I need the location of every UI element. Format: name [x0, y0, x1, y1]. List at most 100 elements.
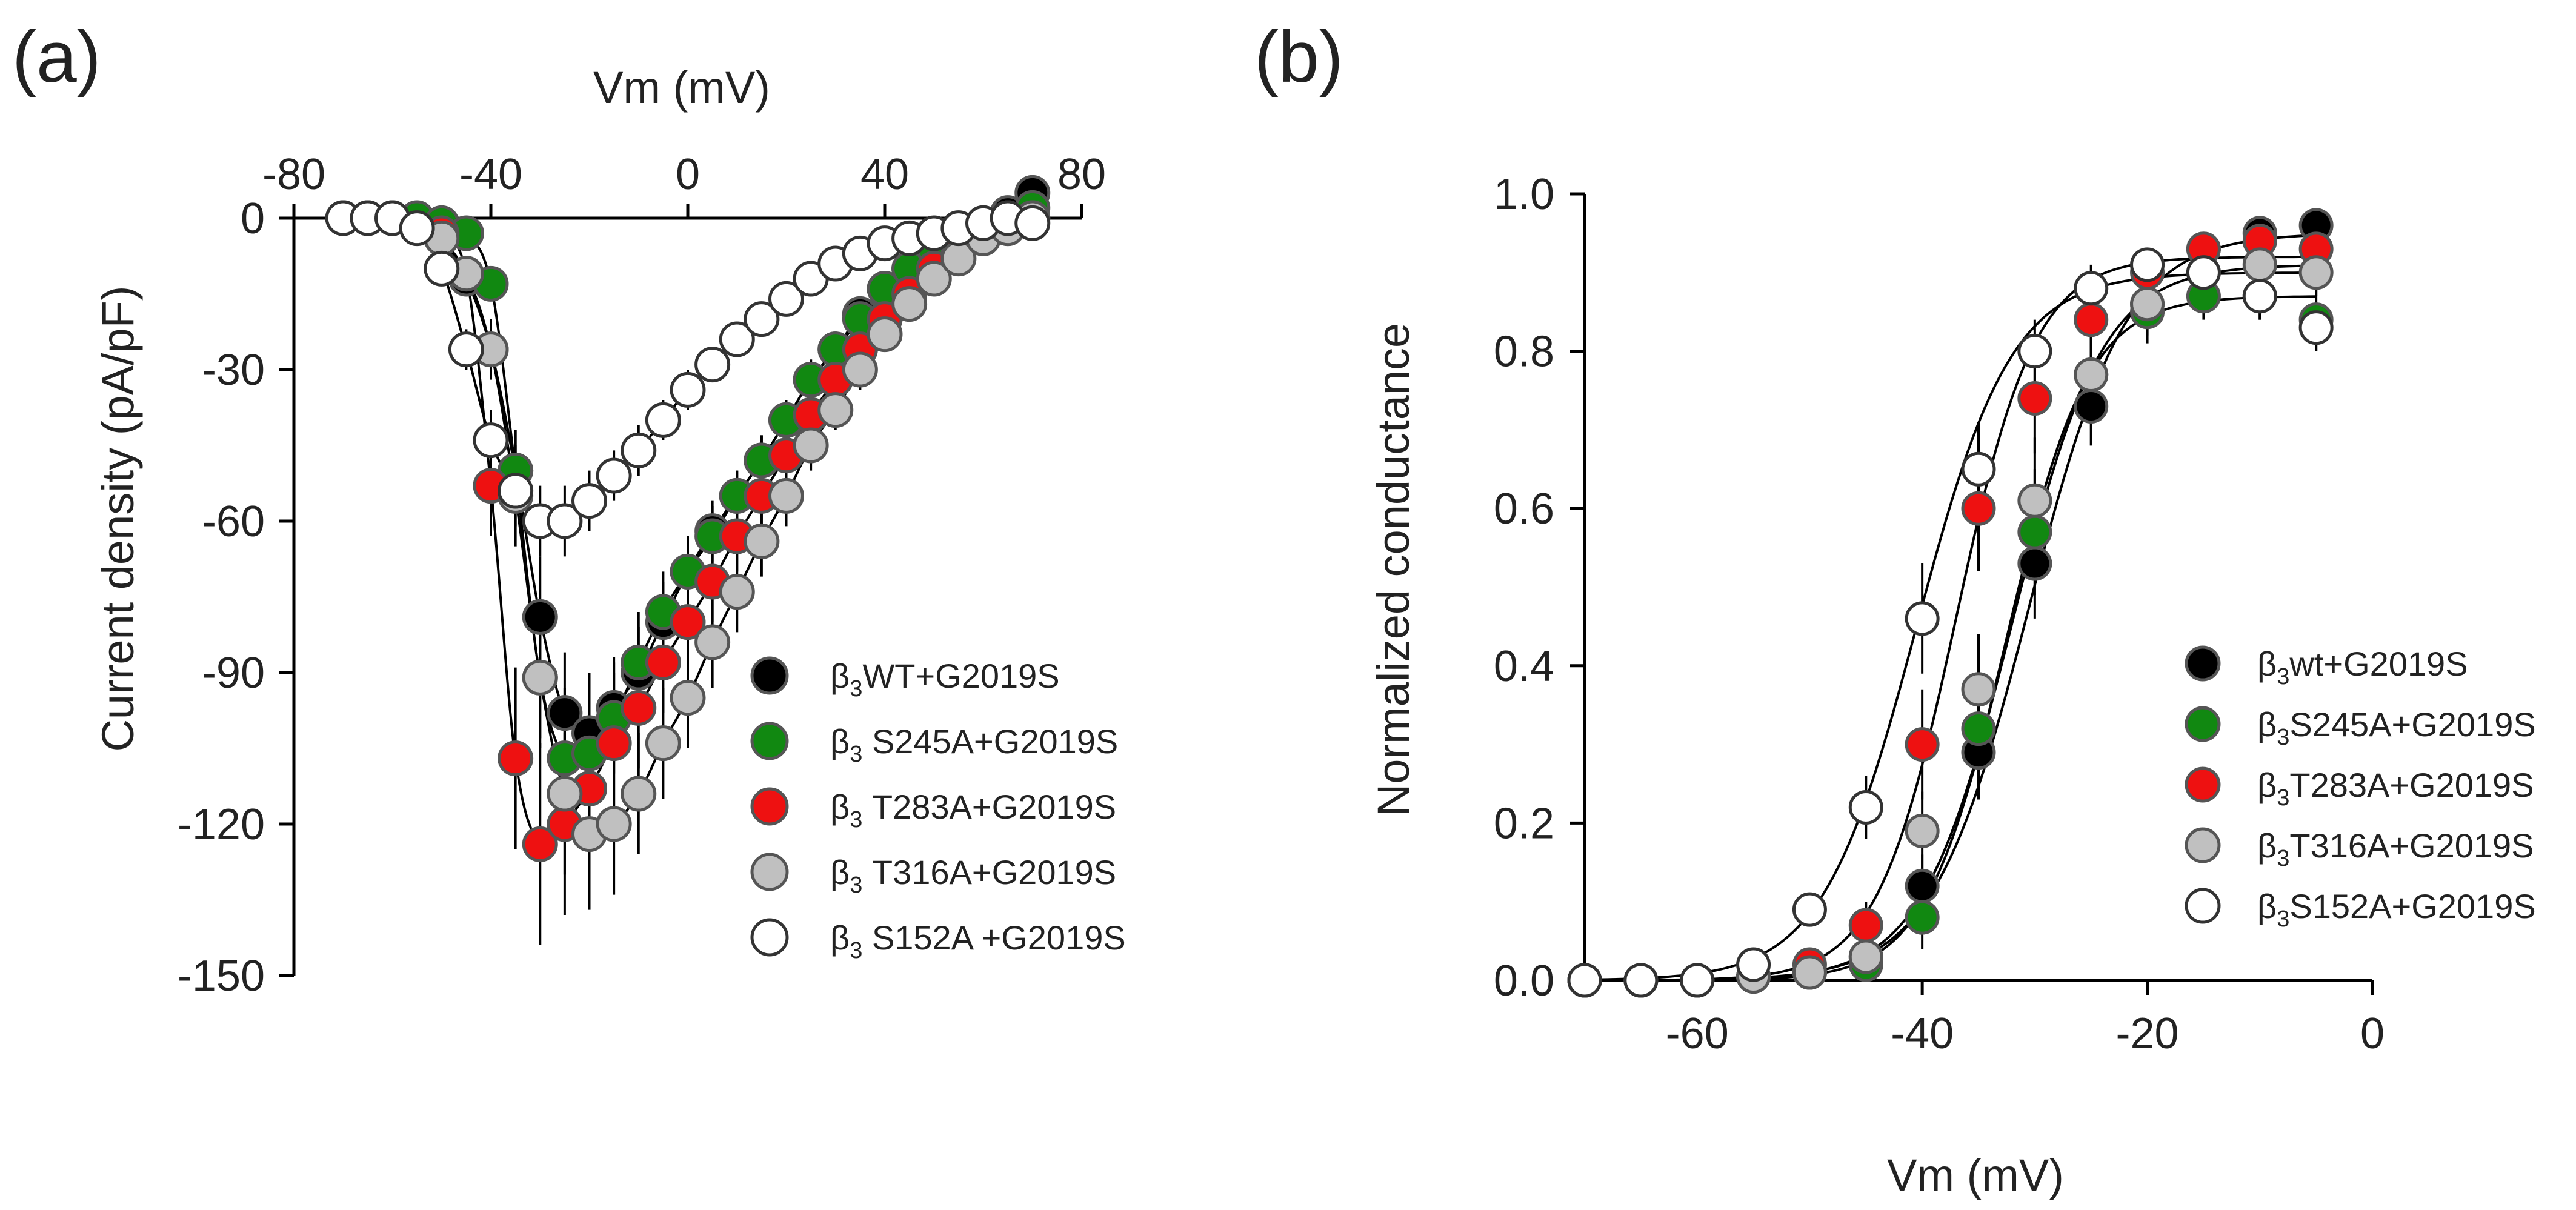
panel-b-y-tick-label: 0.6: [1494, 485, 1554, 533]
panel-a-data-point: [744, 523, 780, 559]
panel-a-x-tick-label: 80: [1057, 150, 1106, 199]
panel-a-data-point: [867, 316, 903, 353]
panel-a-data-point: [498, 740, 534, 777]
panel-b-data-point: [2074, 357, 2109, 393]
panel-b-data-point: [2130, 247, 2165, 282]
panel-b-legend-marker: [2185, 827, 2221, 863]
panel-a-data-point: [842, 351, 878, 388]
panel-b-data-point: [2017, 546, 2052, 581]
panel-a-y-tick-label: -90: [202, 649, 265, 697]
panel-a-data-point: [1014, 205, 1051, 241]
panel-b-data-point: [2242, 279, 2277, 314]
panel-b-x-axis-title: Vm (mV): [1887, 1150, 2064, 1200]
panel-a-data-point: [522, 599, 558, 635]
panel-b-x-tick-label: -20: [2116, 1009, 2179, 1058]
panel-b-x-tick-label: 0: [2360, 1009, 2385, 1058]
panel-b-legend-label: β3S245A+G2019S: [2257, 705, 2536, 750]
panel-b-legend-marker: [2185, 645, 2221, 682]
panel-b-y-tick-label: 0.0: [1494, 957, 1554, 1005]
panel-b-legend-label: β3T316A+G2019S: [2257, 826, 2534, 871]
panel-a-data-point: [916, 261, 952, 297]
panel-a-data-point: [793, 427, 829, 464]
panel-a-legend-marker: [750, 918, 789, 957]
panel-a-x-axis-title: Vm (mV): [593, 62, 770, 113]
panel-a-data-point: [547, 695, 583, 731]
panel-b-data-point: [1848, 789, 1883, 825]
panel-a-legend-label: β3 S245A+G2019S: [830, 722, 1118, 767]
panel-b-data-point: [2074, 271, 2109, 306]
panel-a-legend: β3WT+G2019S β3 S245A+G2019S β3 T283A+G2019…: [750, 656, 1126, 963]
panel-b-data-point: [1792, 955, 1827, 990]
panel-a-data-point: [670, 371, 706, 408]
panel-a-data-point: [694, 347, 731, 383]
panel-b-data-point: [1961, 711, 1996, 746]
panel-a-data-point: [719, 321, 755, 357]
panel-b-fit-curve: [1584, 264, 2317, 982]
panel-a-y-tick-label: -60: [202, 497, 265, 546]
panel-b-data-point: [2017, 483, 2052, 518]
panel-a-x-tick-label: -80: [262, 150, 325, 199]
panel-b-data-point: [2242, 247, 2277, 282]
panel-a-data-point: [744, 301, 780, 337]
panel-a-y-tick-label: -120: [178, 800, 265, 849]
panel-b-data-point: [1961, 491, 1996, 526]
panel-a-data-point: [891, 286, 928, 322]
panel-b-letter: (b): [1254, 16, 1343, 98]
panel-a-y-tick-label: 0: [241, 194, 265, 243]
panel-b-x-tick-label: -40: [1891, 1009, 1954, 1058]
panel-b-fit-curve: [1584, 271, 2317, 981]
panel-b-legend-label: β3wt+G2019S: [2257, 645, 2468, 690]
panel-b-data-point: [2298, 310, 2334, 345]
panel-a-data-point: [694, 624, 731, 660]
panel-b-data-point: [2074, 302, 2109, 337]
panel-b-data-point: [2017, 334, 2052, 369]
panel-a-data-point: [719, 574, 755, 610]
panel-a-data-point: [621, 690, 657, 726]
panel-b-data-point: [1567, 963, 1602, 998]
panel-b-y-axis-title: Normalized conductance: [1368, 323, 1419, 816]
panel-a-data-point: [448, 331, 484, 368]
panel-b-data-point: [2130, 287, 2165, 322]
panel-b-data-point: [1792, 892, 1827, 927]
panel-a-data-point: [473, 422, 509, 459]
panel-a-data-point: [498, 473, 534, 509]
panel-b-data-point: [2017, 381, 2052, 416]
panel-b-normalized-conductance-chart: Vm (mV) Normalized conductance -60 -40 -20…: [1368, 170, 2536, 1200]
panel-a-data-point: [424, 250, 460, 287]
panel-a-axes: -80 -40 0 40 80 0 -30 -60 -90 -120 -150: [178, 150, 1106, 1000]
panel-a-data-point: [547, 776, 583, 812]
panel-b-legend-marker: [2185, 706, 2221, 742]
panel-a-data-point: [645, 644, 681, 680]
panel-b-data-point: [1905, 868, 1940, 903]
panel-b-y-tick-label: 0.4: [1494, 642, 1554, 691]
panel-b-x-tick-label: -60: [1666, 1009, 1729, 1058]
panel-b-data-point: [1905, 601, 1940, 636]
panel-b-y-tick-label: 1.0: [1494, 170, 1554, 219]
panel-a-data-point: [596, 457, 632, 494]
panel-b-data-point: [2186, 255, 2221, 290]
panel-b-data-point: [1736, 947, 1771, 982]
panel-b-data-point: [2298, 255, 2334, 290]
panel-a-y-tick-label: -30: [202, 346, 265, 394]
panel-a-legend-label: β3 T283A+G2019S: [830, 788, 1116, 833]
panel-b-data-point: [1680, 963, 1715, 998]
panel-a-data-point: [645, 402, 681, 438]
panel-a-legend-label: β3 T316A+G2019S: [830, 853, 1116, 898]
panel-b-fit-curve: [1584, 295, 2317, 982]
panel-a-data-point: [768, 281, 804, 317]
panel-a-data-point: [399, 210, 435, 247]
panel-b-axes: -60 -40 -20 0 0.0 0.2 0.4 0.6 0.8 1.0: [1494, 170, 2385, 1058]
panel-a-data-point: [596, 725, 632, 762]
panel-b-data-point: [1905, 727, 1940, 762]
panel-b-legend-label: β3S152A+G2019S: [2257, 887, 2536, 932]
panel-b-y-tick-label: 0.8: [1494, 328, 1554, 376]
panel-b-data-point: [1848, 908, 1883, 943]
panel-a-legend-label: β3 S152A +G2019S: [830, 919, 1126, 963]
panel-b-y-tick-label: 0.2: [1494, 799, 1554, 848]
panel-b-data-point: [1905, 813, 1940, 848]
panel-a-data-point: [670, 604, 706, 640]
panel-a-legend-marker: [750, 853, 789, 891]
panel-b-fit-curve: [1584, 234, 2317, 982]
panel-b-data-point: [1961, 451, 1996, 487]
panel-b-data-point: [2074, 388, 2109, 424]
